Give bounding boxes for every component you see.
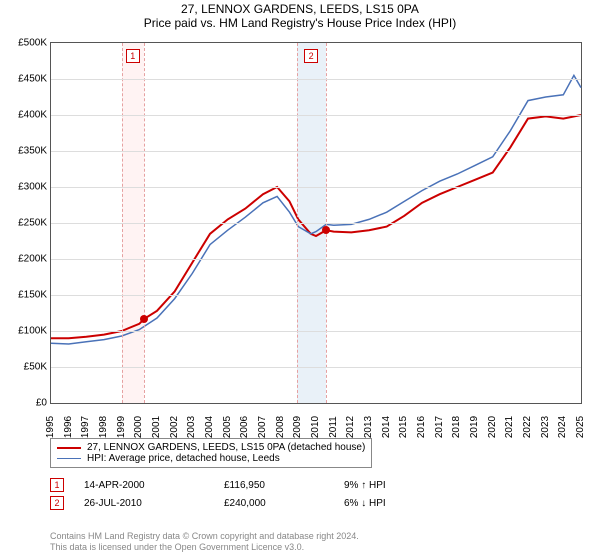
chart-container: 27, LENNOX GARDENS, LEEDS, LS15 0PA Pric…: [0, 0, 600, 560]
legend-label: HPI: Average price, detached house, Leed…: [87, 453, 280, 464]
legend-item: HPI: Average price, detached house, Leed…: [57, 453, 365, 464]
x-tick-label: 2009: [288, 416, 303, 438]
x-tick-label: 2003: [182, 416, 197, 438]
y-tick-label: £400K: [18, 110, 51, 121]
x-tick-label: 1995: [41, 416, 56, 438]
footer-attribution: Contains HM Land Registry data © Crown c…: [50, 531, 359, 554]
y-tick-label: £150K: [18, 290, 51, 301]
x-tick-label: 2024: [553, 416, 568, 438]
sale-delta: 6% ↓ HPI: [344, 498, 386, 509]
sale-delta: 9% ↑ HPI: [344, 480, 386, 491]
x-tick-label: 2021: [500, 416, 515, 438]
legend-swatch: [57, 447, 81, 449]
gridline-h: [51, 223, 581, 224]
gridline-h: [51, 151, 581, 152]
y-tick-label: £350K: [18, 146, 51, 157]
legend-box: 27, LENNOX GARDENS, LEEDS, LS15 0PA (det…: [50, 438, 372, 468]
y-tick-label: £0: [36, 398, 51, 409]
gridline-h: [51, 259, 581, 260]
legend-swatch: [57, 458, 81, 459]
y-tick-label: £100K: [18, 326, 51, 337]
title-subtitle: Price paid vs. HM Land Registry's House …: [0, 16, 600, 30]
x-tick-label: 2016: [412, 416, 427, 438]
y-tick-label: £500K: [18, 38, 51, 49]
x-tick-label: 2014: [377, 416, 392, 438]
x-tick-label: 2008: [271, 416, 286, 438]
band-marker-2: 2: [304, 49, 318, 63]
legend-label: 27, LENNOX GARDENS, LEEDS, LS15 0PA (det…: [87, 442, 365, 453]
x-tick-label: 2005: [218, 416, 233, 438]
x-tick-label: 2007: [253, 416, 268, 438]
x-tick-label: 1996: [59, 416, 74, 438]
x-tick-label: 1997: [76, 416, 91, 438]
x-tick-label: 2017: [430, 416, 445, 438]
x-tick-label: 2023: [536, 416, 551, 438]
chart-area: 12£0£50K£100K£150K£200K£250K£300K£350K£4…: [50, 42, 582, 404]
x-tick-label: 2019: [465, 416, 480, 438]
sale-date: 14-APR-2000: [84, 480, 224, 491]
x-tick-label: 2025: [571, 416, 586, 438]
x-tick-label: 2018: [447, 416, 462, 438]
x-tick-label: 2000: [129, 416, 144, 438]
sale-price: £240,000: [224, 498, 344, 509]
sale-row: 2 26-JUL-2010£240,0006% ↓ HPI: [50, 496, 386, 510]
x-tick-label: 2002: [165, 416, 180, 438]
y-tick-label: £50K: [24, 362, 51, 373]
band-marker-1: 1: [126, 49, 140, 63]
footer-line2: This data is licensed under the Open Gov…: [50, 542, 359, 554]
y-tick-label: £450K: [18, 74, 51, 85]
legend-item: 27, LENNOX GARDENS, LEEDS, LS15 0PA (det…: [57, 442, 365, 453]
title-block: 27, LENNOX GARDENS, LEEDS, LS15 0PA Pric…: [0, 0, 600, 30]
gridline-h: [51, 79, 581, 80]
x-tick-label: 2004: [200, 416, 215, 438]
y-tick-label: £250K: [18, 218, 51, 229]
gridline-h: [51, 295, 581, 296]
sale-marker-icon: 1: [50, 478, 64, 492]
x-tick-label: 2001: [147, 416, 162, 438]
x-tick-label: 2013: [359, 416, 374, 438]
x-tick-label: 2011: [324, 416, 339, 438]
sale-marker-dot-2: [322, 226, 330, 234]
x-tick-label: 2006: [235, 416, 250, 438]
x-tick-label: 1999: [112, 416, 127, 438]
series-line: [51, 115, 581, 338]
gridline-h: [51, 187, 581, 188]
y-tick-label: £300K: [18, 182, 51, 193]
sale-date: 26-JUL-2010: [84, 498, 224, 509]
x-tick-label: 2015: [394, 416, 409, 438]
footer-line1: Contains HM Land Registry data © Crown c…: [50, 531, 359, 543]
x-tick-label: 2012: [341, 416, 356, 438]
sale-marker-icon: 2: [50, 496, 64, 510]
title-address: 27, LENNOX GARDENS, LEEDS, LS15 0PA: [0, 2, 600, 16]
y-tick-label: £200K: [18, 254, 51, 265]
x-tick-label: 2020: [483, 416, 498, 438]
gridline-h: [51, 115, 581, 116]
gridline-h: [51, 331, 581, 332]
gridline-h: [51, 367, 581, 368]
sale-marker-dot-1: [140, 315, 148, 323]
sale-price: £116,950: [224, 480, 344, 491]
sale-row: 1 14-APR-2000£116,9509% ↑ HPI: [50, 478, 386, 492]
sales-table: 1 14-APR-2000£116,9509% ↑ HPI 2 26-JUL-2010…: [50, 478, 386, 514]
x-tick-label: 2022: [518, 416, 533, 438]
x-tick-label: 2010: [306, 416, 321, 438]
x-tick-label: 1998: [94, 416, 109, 438]
